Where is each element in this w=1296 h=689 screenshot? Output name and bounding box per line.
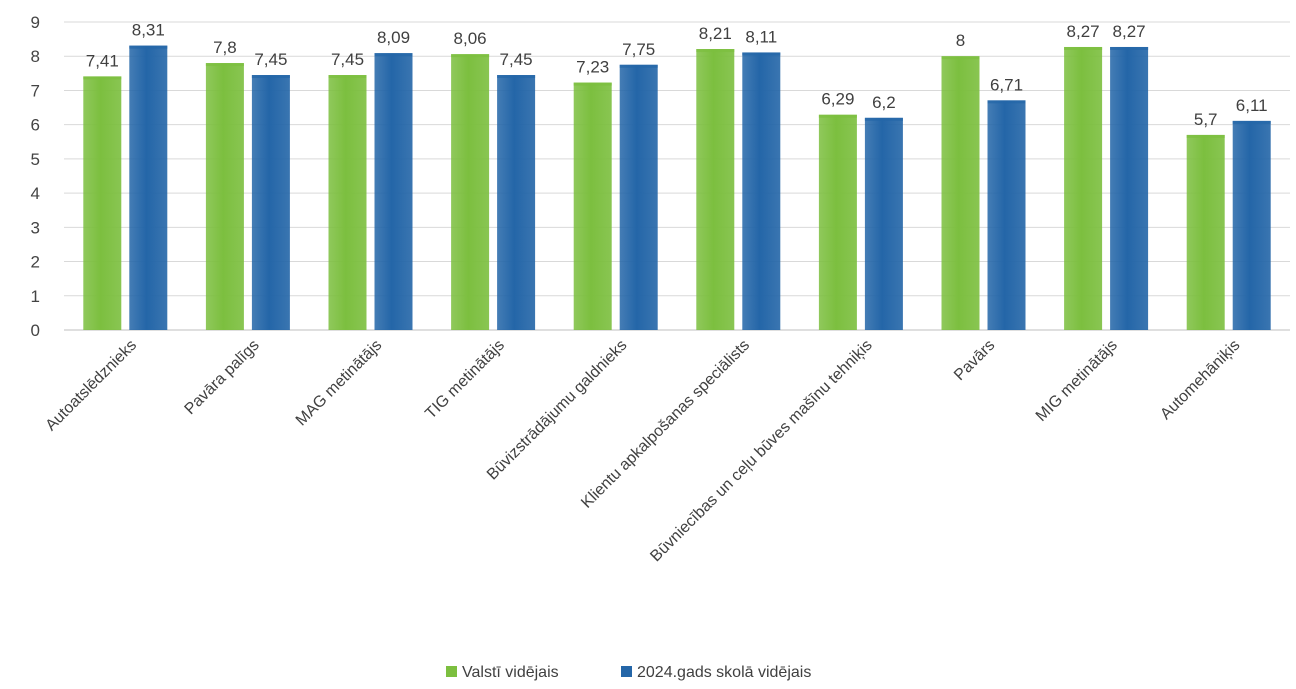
bar-cap bbox=[374, 53, 413, 57]
x-category-label: Pavāra palīgs bbox=[182, 337, 263, 418]
bar-valsti[interactable] bbox=[1186, 134, 1225, 330]
bar-valsti[interactable] bbox=[451, 54, 490, 331]
bar-cap bbox=[205, 63, 244, 67]
data-label: 8,31 bbox=[132, 21, 165, 40]
bar-skola[interactable] bbox=[129, 45, 168, 330]
bar-cap bbox=[864, 117, 903, 121]
data-label: 6,29 bbox=[821, 90, 854, 109]
data-label: 8,11 bbox=[745, 27, 777, 46]
bar-cap bbox=[129, 45, 168, 49]
legend-label[interactable]: Valstī vidējais bbox=[462, 664, 559, 681]
bar-skola[interactable] bbox=[251, 75, 290, 331]
bar-skola[interactable] bbox=[374, 53, 413, 331]
data-label: 8 bbox=[956, 31, 965, 50]
data-label: 6,2 bbox=[872, 93, 896, 112]
bar-valsti[interactable] bbox=[818, 114, 857, 331]
y-tick-label: 0 bbox=[31, 321, 40, 340]
legend-swatch bbox=[621, 666, 632, 677]
x-category-label: TIG metinātājs bbox=[422, 337, 508, 423]
y-tick-label: 9 bbox=[31, 13, 40, 32]
data-label: 7,41 bbox=[86, 51, 119, 70]
bar-cap bbox=[941, 56, 980, 60]
data-label: 8,27 bbox=[1113, 22, 1146, 41]
bar-valsti[interactable] bbox=[941, 56, 980, 330]
bar-cap bbox=[1110, 46, 1149, 50]
bars bbox=[83, 45, 1271, 331]
x-category-label: MAG metinātājs bbox=[293, 337, 385, 429]
y-axis: 0 1 2 3 4 5 6 7 8 9 bbox=[31, 13, 40, 340]
bar-valsti[interactable] bbox=[205, 63, 244, 331]
y-tick-label: 2 bbox=[31, 253, 40, 272]
x-category-label: Būvniecības un ceļu būves mašīnu tehniķi… bbox=[647, 337, 875, 565]
x-axis: Autoatslēdznieks Pavāra palīgs MAG metināt… bbox=[43, 337, 1244, 565]
y-tick-label: 3 bbox=[31, 218, 40, 237]
bar-cap bbox=[1186, 134, 1225, 138]
y-tick-label: 1 bbox=[31, 287, 40, 306]
bar-skola[interactable] bbox=[987, 100, 1026, 330]
bar-cap bbox=[987, 100, 1026, 104]
data-labels: 7,41 8,31 7,8 7,45 7,45 8,09 8,06 7,45 7,23 7,75 8… bbox=[86, 21, 1268, 129]
x-category-label: MIG metinātājs bbox=[1033, 337, 1121, 425]
bar-cap bbox=[451, 54, 490, 58]
bar-skola[interactable] bbox=[742, 52, 781, 331]
data-label: 6,71 bbox=[990, 75, 1023, 94]
bar-valsti[interactable] bbox=[696, 49, 735, 331]
bar-skola[interactable] bbox=[864, 117, 903, 330]
bar-cap bbox=[742, 52, 781, 56]
bar-cap bbox=[328, 75, 367, 79]
x-category-label: Pavārs bbox=[951, 337, 998, 384]
legend-swatch bbox=[446, 666, 457, 677]
bar-valsti[interactable] bbox=[1064, 46, 1103, 330]
bar-skola[interactable] bbox=[497, 75, 536, 331]
data-label: 7,75 bbox=[622, 40, 655, 59]
data-label: 8,06 bbox=[454, 29, 487, 48]
data-label: 7,45 bbox=[331, 50, 364, 69]
x-category-label: Būvizstrādājumu galdnieks bbox=[484, 337, 631, 484]
bar-skola[interactable] bbox=[619, 64, 658, 331]
y-tick-label: 5 bbox=[31, 150, 40, 169]
y-tick-label: 4 bbox=[31, 184, 40, 203]
data-label: 7,45 bbox=[500, 50, 533, 69]
bar-valsti[interactable] bbox=[328, 75, 367, 331]
data-label: 8,09 bbox=[377, 28, 410, 47]
bar-cap bbox=[573, 82, 612, 86]
data-label: 7,23 bbox=[576, 58, 609, 77]
bar-cap bbox=[251, 75, 290, 79]
data-label: 7,8 bbox=[213, 38, 237, 57]
bar-valsti[interactable] bbox=[83, 76, 122, 330]
data-label: 7,45 bbox=[254, 50, 287, 69]
bar-skola[interactable] bbox=[1232, 120, 1271, 330]
data-label: 8,27 bbox=[1067, 22, 1100, 41]
data-label: 8,21 bbox=[699, 24, 732, 43]
bar-skola[interactable] bbox=[1110, 46, 1149, 330]
bar-valsti[interactable] bbox=[573, 82, 612, 330]
x-category-label: Autoatslēdznieks bbox=[43, 337, 141, 435]
bar-cap bbox=[619, 64, 658, 68]
legend[interactable]: Valstī vidējais 2024.gads skolā vidējais bbox=[446, 664, 811, 681]
x-category-label: Automehāniķis bbox=[1157, 337, 1243, 423]
y-tick-label: 6 bbox=[31, 116, 40, 135]
data-label: 5,7 bbox=[1194, 110, 1218, 129]
grid bbox=[64, 21, 1290, 331]
bar-cap bbox=[818, 114, 857, 118]
bar-cap bbox=[1064, 46, 1103, 50]
bar-cap bbox=[1232, 120, 1271, 124]
y-tick-label: 7 bbox=[31, 81, 40, 100]
legend-label[interactable]: 2024.gads skolā vidējais bbox=[637, 664, 811, 681]
data-label: 6,11 bbox=[1236, 96, 1268, 115]
bar-cap bbox=[696, 49, 735, 53]
y-tick-label: 8 bbox=[31, 47, 40, 66]
bar-cap bbox=[83, 76, 122, 80]
bar-cap bbox=[497, 75, 536, 79]
